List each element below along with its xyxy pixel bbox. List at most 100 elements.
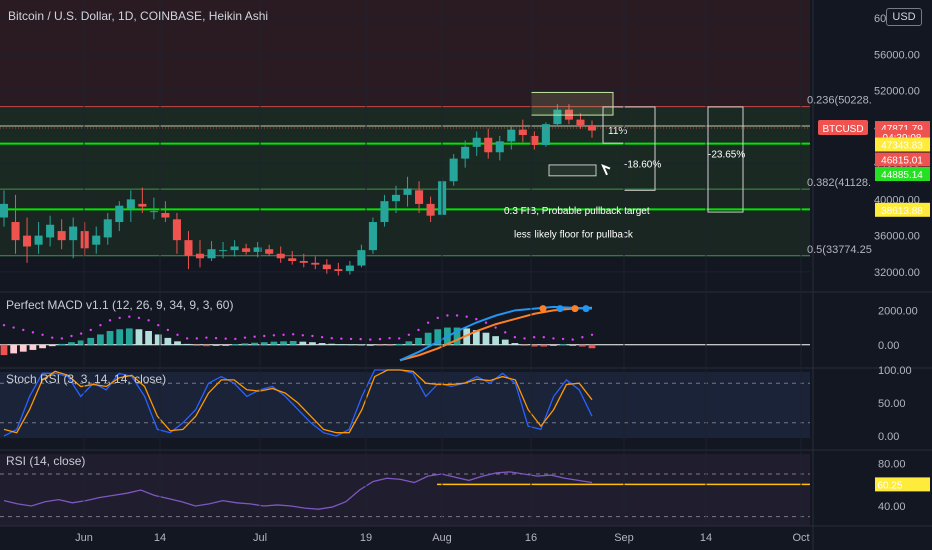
macd-dot [60, 337, 64, 340]
time-tick-label: Jul [253, 532, 267, 544]
macd-cross-marker [582, 305, 590, 313]
price-tick-label: 32000.00 [874, 267, 920, 279]
annotation-label: -18.60% [624, 160, 661, 171]
annotation-label: less likely floor for pullback [514, 229, 634, 240]
candle-body [576, 119, 585, 126]
candle-body [311, 262, 320, 265]
macd-bar [550, 344, 557, 346]
candle-body [495, 141, 504, 153]
macd-bar [501, 339, 509, 345]
macd-title: Perfect MACD v1.1 (12, 26, 9, 34, 9, 3, … [6, 298, 234, 312]
macd-dot [532, 336, 536, 339]
candle-body [518, 129, 527, 136]
stoch-rsi-title: Stoch RSI (3, 3, 14, 14, close) [6, 372, 167, 386]
macd-dot [484, 321, 488, 324]
stoch-tick-label: 0.00 [878, 431, 899, 443]
macd-dot [398, 337, 401, 340]
candle-body [69, 226, 78, 241]
price-label-bg [875, 137, 930, 152]
measure-box-3 [707, 106, 744, 213]
price-label-bg [875, 202, 930, 217]
macd-dot [195, 337, 198, 340]
candle-body [322, 264, 331, 270]
macd-bar [299, 341, 307, 345]
macd-dot [581, 336, 584, 339]
macd-dot [378, 337, 382, 341]
macd-dot [561, 337, 565, 341]
macd-dot [590, 333, 594, 336]
fib-level-label: 0.5(33774.25 [807, 244, 872, 256]
chart-title: Bitcoin / U.S. Dollar, 1D, COINBASE, Hei… [8, 9, 269, 23]
time-tick-label: 14 [700, 532, 712, 544]
rsi-title: RSI (14, close) [6, 454, 86, 468]
macd-dot [253, 335, 256, 338]
macd-dot [388, 336, 391, 340]
macd-dot [282, 333, 285, 336]
macd-dot [552, 337, 555, 340]
macd-dot [320, 336, 324, 339]
macd-dot [166, 328, 170, 332]
candle-body [219, 250, 228, 252]
macd-bar [588, 344, 596, 349]
rsi-value-bg [875, 477, 930, 492]
candle-body [242, 248, 251, 252]
macd-dot [523, 337, 526, 340]
candle-body [391, 194, 401, 202]
macd-tick-label: 0.00 [878, 340, 899, 352]
candle-body [57, 231, 66, 241]
macd-dot [50, 336, 54, 339]
candle-body [541, 124, 550, 145]
price-label: 46815.01 [881, 156, 923, 167]
symbol-label: BTCUSD [822, 124, 863, 135]
price-label: 44885.14 [881, 170, 923, 181]
macd-dot [311, 334, 314, 338]
macd-dot [89, 328, 92, 332]
macd-tick-label: 2000.00 [878, 305, 918, 317]
macd-bar [183, 343, 191, 345]
currency-button[interactable]: USD [886, 8, 922, 26]
candle-body [403, 188, 412, 195]
macd-dot [330, 336, 333, 340]
time-tick-label: 19 [360, 532, 372, 544]
macd-bar [578, 344, 586, 347]
macd-dot [301, 334, 305, 337]
candle-body [368, 222, 377, 251]
macd-dot [494, 326, 497, 329]
candle-body [426, 203, 435, 216]
macd-bar [260, 342, 268, 345]
candle-body [138, 203, 147, 207]
fib-level-label: 0.382(41128. [807, 177, 871, 189]
candle-body [484, 137, 493, 153]
time-tick-label: 14 [154, 532, 166, 544]
macd-dot [79, 332, 83, 335]
candle-body [207, 249, 216, 259]
price-tick-label: 56000.00 [874, 49, 920, 61]
macd-bar [145, 331, 152, 345]
macd-bar [366, 344, 374, 346]
macd-dot [176, 333, 179, 336]
macd-bar [511, 343, 519, 345]
macd-bar [68, 342, 75, 345]
macd-bar [318, 343, 326, 345]
macd-bar [39, 344, 46, 349]
macd-dot [234, 337, 237, 341]
candle-body [103, 219, 112, 238]
macd-bar [559, 344, 567, 346]
macd-bar [251, 342, 258, 345]
macd-bar [338, 344, 345, 346]
macd-dot [369, 338, 372, 341]
macd-dot [243, 336, 247, 339]
macd-dot [118, 316, 121, 320]
arrow-icon [601, 164, 611, 176]
macd-dot [349, 337, 353, 341]
annotation-label: -23.65% [708, 150, 745, 161]
target-box-low [548, 164, 597, 177]
annotation-label: 11% [608, 126, 627, 137]
price-label-bg [875, 167, 930, 181]
candle-body [34, 235, 43, 245]
macd-dot [12, 326, 15, 329]
macd-bar [376, 344, 384, 346]
macd-dot [446, 314, 449, 317]
rsi-value-label: 60.25 [877, 480, 902, 491]
